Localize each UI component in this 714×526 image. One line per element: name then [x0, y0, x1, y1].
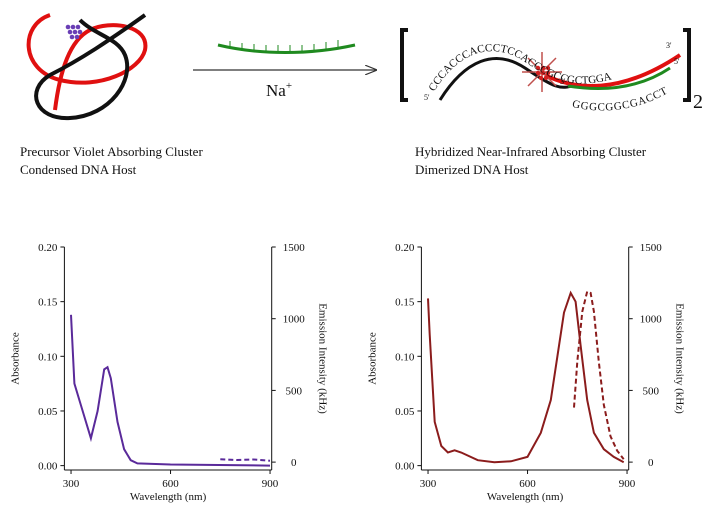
- y2-tick-label: 0: [648, 457, 654, 469]
- y2-axis-label: Emission Intensity (kHz): [317, 303, 329, 414]
- added-strand: [217, 40, 356, 54]
- y-axis-label: Absorbance: [9, 332, 21, 385]
- x-tick-label: 900: [262, 478, 279, 490]
- x-tick-label: 900: [619, 478, 636, 490]
- caption: Condensed DNA Host: [20, 162, 137, 177]
- top-strand-sequence: CCCACCCACCCTCCACCCGCCGCTGGA: [426, 42, 612, 93]
- y-tick-label: 0.05: [395, 406, 415, 418]
- series-line: [70, 314, 271, 467]
- y-tick-label: 0.15: [38, 297, 58, 309]
- y2-tick-label: 1500: [283, 242, 306, 254]
- caption: Precursor Violet Absorbing Cluster: [20, 144, 203, 159]
- precursor-host: [26, 13, 148, 121]
- five-prime-label: 5': [424, 93, 430, 102]
- y-tick-label: 0.15: [395, 297, 415, 309]
- series-line: [220, 458, 271, 462]
- y2-tick-label: 1000: [283, 314, 306, 326]
- y-axis-label: Absorbance: [366, 332, 378, 385]
- y-tick-label: 0.05: [38, 406, 58, 418]
- y2-tick-label: 0: [291, 457, 297, 469]
- five-prime-label: 5': [674, 57, 680, 66]
- y2-tick-label: 500: [285, 385, 302, 397]
- y-tick-label: 0.20: [395, 242, 415, 254]
- three-prime-label: 3': [666, 41, 672, 50]
- y-tick-label: 0.00: [38, 461, 58, 473]
- y2-tick-label: 1000: [640, 314, 663, 326]
- dimer-host: [400, 28, 691, 102]
- y2-tick-label: 1500: [640, 242, 663, 254]
- caption: Dimerized DNA Host: [415, 162, 529, 177]
- x-tick-label: 300: [420, 478, 437, 490]
- three-prime-label: 3': [560, 77, 566, 86]
- y-tick-label: 0.00: [395, 461, 415, 473]
- reagent: Na+: [266, 80, 292, 100]
- series-line: [427, 290, 625, 464]
- y-tick-label: 0.10: [395, 351, 415, 363]
- x-axis-label: Wavelength (nm): [130, 491, 207, 503]
- caption: Hybridized Near-Infrared Absorbing Clust…: [415, 144, 647, 159]
- y-tick-label: 0.10: [38, 351, 58, 363]
- x-axis-label: Wavelength (nm): [487, 491, 564, 503]
- y2-axis-label: Emission Intensity (kHz): [674, 303, 686, 414]
- x-tick-label: 300: [63, 478, 80, 490]
- y-tick-label: 0.20: [38, 242, 58, 254]
- x-tick-label: 600: [519, 478, 536, 490]
- series-line: [573, 290, 625, 460]
- x-tick-label: 600: [162, 478, 179, 490]
- y2-tick-label: 500: [642, 385, 659, 397]
- multiplier: 2: [693, 91, 703, 113]
